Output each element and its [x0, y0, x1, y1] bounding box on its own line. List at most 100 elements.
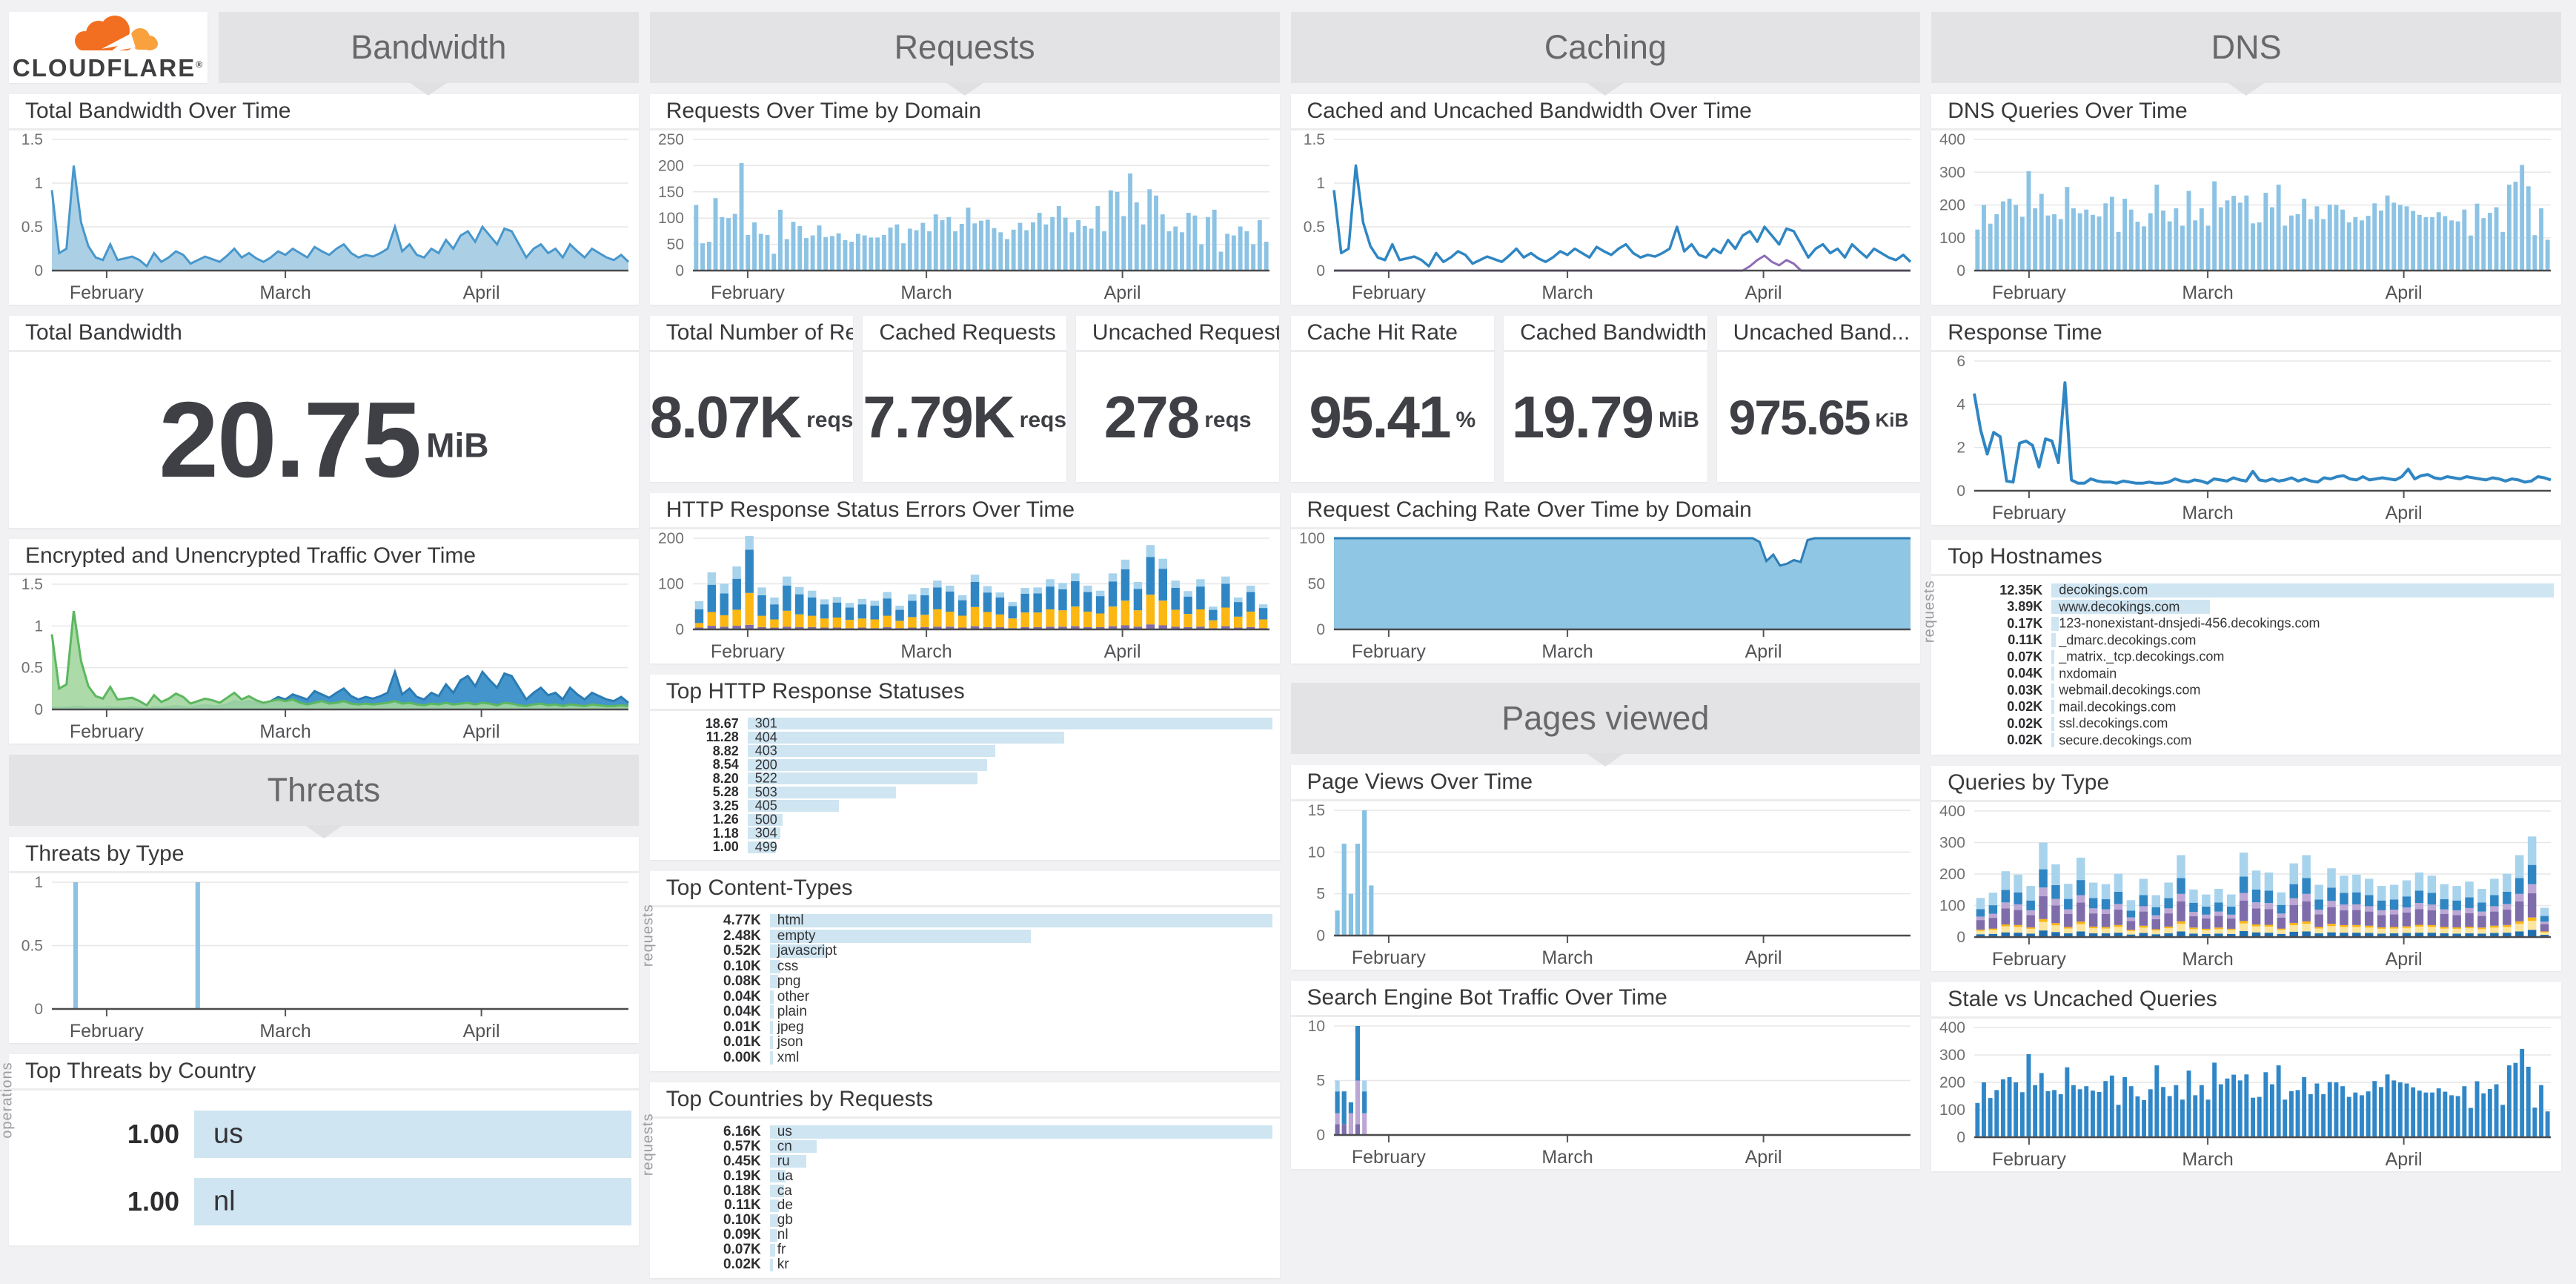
svg-text:200: 200 — [658, 157, 684, 174]
list-item-label: 499 — [754, 839, 777, 855]
card-title: Encrypted and Unencrypted Traffic Over T… — [9, 539, 639, 575]
stale-uncached-bar-chart[interactable]: 0 100 200 300 400 February March April — [1931, 1019, 2561, 1171]
svg-text:100: 100 — [1939, 230, 1965, 247]
response-time-line-chart[interactable]: 0 2 4 6 February March April — [1931, 352, 2561, 525]
svg-text:0: 0 — [1316, 1127, 1325, 1144]
list-item: 0.45K ru — [675, 1154, 1272, 1169]
card-encrypted-traffic: Encrypted and Unencrypted Traffic Over T… — [9, 539, 639, 744]
list-item-value: 0.04K — [723, 988, 761, 1005]
list-item-value: 0.02K — [2007, 699, 2043, 715]
queries-by-type-stacked-bar-chart[interactable]: 0 100 200 300 400 February March April — [1931, 802, 2561, 971]
card-stale-uncached: Stale vs Uncached Queries 0 100 200 300 400 F… — [1931, 982, 2561, 1171]
metric-number: 19.79 — [1511, 383, 1654, 450]
list-item-bar — [769, 1214, 778, 1227]
section-header-threats: Threats — [9, 755, 639, 838]
list-item-bar — [747, 800, 839, 813]
list-item-value: 0.01K — [723, 1034, 761, 1050]
list-item-bar-track: 499 — [747, 839, 1272, 855]
list-item-value: 0.57K — [723, 1138, 761, 1154]
list-item-bar — [2051, 683, 2055, 698]
list-item-bar-track: us — [194, 1111, 631, 1159]
encrypted-traffic-area-chart[interactable]: 0 0.5 1 1.5 February March April — [9, 575, 639, 744]
list-item-bar — [769, 1155, 807, 1168]
list-item: 0.04K plain — [675, 1004, 1272, 1020]
svg-text:15: 15 — [1307, 802, 1324, 819]
list-item: 0.11K de — [675, 1197, 1272, 1214]
list-item-bar — [769, 1258, 773, 1271]
svg-text:March: March — [2182, 282, 2234, 303]
list-item-label: 123-nonexistant-dnsjedi-456.decokings.co… — [2059, 615, 2320, 631]
cache-hit-rate-value: 95.41 % — [1291, 352, 1495, 482]
svg-text:400: 400 — [1939, 803, 1965, 820]
list-item-bar — [769, 1228, 777, 1242]
svg-text:1: 1 — [34, 874, 43, 891]
list-item-value: 8.20 — [712, 770, 739, 786]
svg-text:2: 2 — [1957, 440, 1966, 457]
list-item-label: nl — [777, 1227, 789, 1243]
column-caching: Caching Cached and Uncached Bandwidth Ov… — [1290, 12, 1921, 1284]
svg-text:100: 100 — [1298, 530, 1324, 547]
list-item: 2.48K empty — [675, 928, 1272, 944]
section-title: Pages viewed — [1501, 699, 1710, 737]
list-item-bar-track: 304 — [747, 826, 1272, 841]
list-item-value: 3.89K — [2007, 599, 2043, 615]
list-item-value: 0.08K — [723, 973, 761, 990]
list-item: 8.82 403 — [653, 744, 1272, 758]
svg-text:6: 6 — [1957, 353, 1966, 370]
bandwidth-header-row: CLOUDFLARE® Bandwidth — [9, 12, 639, 96]
section-title: Caching — [1544, 28, 1667, 66]
card-total-bandwidth: Total Bandwidth 20.75 MiB — [9, 316, 639, 528]
list-item: 0.17K 123-nonexistant-dnsjedi-456.decoki… — [1956, 615, 2554, 632]
caching-metric-cards: Cache Hit Rate 95.41 % Cached Bandwidth … — [1290, 316, 1921, 482]
list-item: 0.04K nxdomain — [1956, 666, 2554, 683]
requests-bar-chart[interactable]: 0 50 100 150 200 250 February March April — [650, 130, 1280, 305]
card-requests-over-time: Requests Over Time by Domain 0 50 100 150 20… — [649, 94, 1280, 305]
list-item-bar-track: gb — [769, 1212, 1272, 1228]
list-item-value: 0.10K — [723, 1212, 761, 1228]
section-title: Threats — [267, 771, 381, 809]
list-item-bar — [2051, 700, 2055, 715]
list-item-bar — [769, 929, 1032, 943]
total-bandwidth-area-chart[interactable]: 0 0.5 1 1.5 February March April — [9, 130, 639, 305]
list-item: 4.77K html — [675, 913, 1272, 929]
metric-number: 20.75 — [159, 380, 422, 500]
list-item-bar-track: 522 — [747, 771, 1272, 786]
list-item-bar-track: javascript — [769, 943, 1272, 959]
list-item-bar-track: webmail.decokings.com — [2051, 683, 2554, 698]
list-item-bar-track: de — [769, 1197, 1272, 1213]
bot-traffic-stacked-bar-chart[interactable]: 0 5 10 February March April — [1291, 1017, 1921, 1169]
list-item-bar-track: 403 — [747, 744, 1272, 758]
list-item-bar — [769, 1020, 773, 1034]
list-item-bar — [769, 1125, 1272, 1139]
list-item-bar-track: _matrix._tcp.decokings.com — [2051, 649, 2554, 664]
list-item: 3.25 405 — [653, 798, 1272, 813]
metric-number: 7.79K — [863, 383, 1015, 450]
svg-text:4: 4 — [1957, 396, 1966, 413]
page-views-bar-chart[interactable]: 0 5 10 15 February March April — [1291, 801, 1921, 970]
list-item-label: mail.decokings.com — [2059, 699, 2177, 715]
card-title: Cached and Uncached Bandwidth Over Time — [1290, 94, 1921, 130]
threats-by-type-bar-chart[interactable]: 0 0.5 1 February March April — [9, 873, 639, 1043]
cached-uncached-line-chart[interactable]: 0 0.5 1 1.5 February March April — [1291, 130, 1921, 305]
list-item-bar-track: secure.decokings.com — [2051, 732, 2554, 748]
caching-rate-area-chart[interactable]: 0 50 100 February March April — [1291, 529, 1921, 663]
section-header-requests: Requests — [649, 12, 1280, 96]
list-item-bar — [2051, 716, 2055, 731]
card-cache-hit-rate: Cache Hit Rate 95.41 % — [1290, 316, 1495, 482]
list-item-value: 0.11K — [724, 1197, 761, 1214]
http-errors-stacked-bar-chart[interactable]: 0 100 200 February March April — [650, 529, 1280, 663]
dns-queries-bar-chart[interactable]: 0 100 200 300 400 February March April — [1931, 130, 2561, 305]
list-item-label: 503 — [754, 784, 777, 800]
card-title: Stale vs Uncached Queries — [1931, 982, 2561, 1019]
list-item: 1.26 500 — [653, 812, 1272, 827]
cloudflare-cloud-icon — [75, 15, 158, 52]
metric-unit: reqs — [1019, 407, 1067, 432]
list-item-label: json — [777, 1034, 803, 1050]
list-item-bar — [769, 1140, 817, 1154]
list-item-value: 12.35K — [1999, 582, 2043, 598]
requests-metric-cards: Total Number of Re... 8.07K reqs Cached … — [650, 316, 1280, 482]
svg-text:February: February — [711, 641, 786, 662]
list-item-label: fr — [777, 1242, 786, 1258]
section-notch — [304, 825, 343, 838]
total-requests-value: 8.07K reqs — [650, 352, 854, 482]
